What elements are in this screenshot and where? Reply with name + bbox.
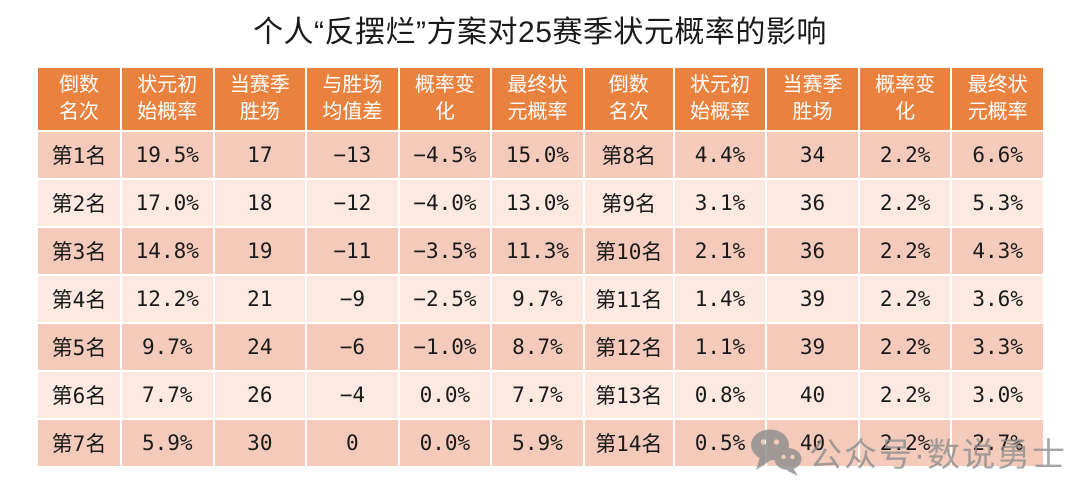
rank-cell: 第4名 (38, 276, 120, 322)
page-title: 个人“反摆烂”方案对25赛季状元概率的影响 (253, 16, 827, 49)
wins-cell: 18 (214, 180, 306, 226)
initial-prob-cell: 2.1% (674, 228, 766, 274)
rank-cell: 第12名 (584, 324, 673, 370)
rank-cell: 第13名 (584, 372, 673, 418)
prob-change-cell: 0.0% (399, 420, 491, 466)
table-row: 第4名 12.2% 21 −9 −2.5% 9.7% 第11名 1.4% 39 … (38, 276, 1043, 322)
prob-change-cell: 2.2% (859, 132, 951, 178)
final-prob-cell: 2.7% (952, 420, 1043, 466)
col-header-win-diff: 与胜场 均值差 (307, 68, 398, 130)
wins-cell: 30 (214, 420, 306, 466)
wins-cell: 17 (214, 132, 306, 178)
win-diff-cell: −4 (307, 372, 398, 418)
initial-prob-cell: 12.2% (122, 276, 213, 322)
prob-change-cell: −3.5% (399, 228, 491, 274)
wins-cell: 21 (214, 276, 306, 322)
initial-prob-cell: 9.7% (122, 324, 213, 370)
table-row: 第5名 9.7% 24 −6 −1.0% 8.7% 第12名 1.1% 39 2… (38, 324, 1043, 370)
rank-cell: 第7名 (38, 420, 120, 466)
initial-prob-cell: 5.9% (122, 420, 213, 466)
initial-prob-cell: 7.7% (122, 372, 213, 418)
final-prob-cell: 8.7% (492, 324, 583, 370)
rank-cell: 第11名 (584, 276, 673, 322)
wins-cell: 40 (767, 372, 858, 418)
rank-cell: 第14名 (584, 420, 673, 466)
col-header-wins: 当赛季 胜场 (214, 68, 306, 130)
col-header-rank-right: 倒数 名次 (584, 68, 673, 130)
col-header-initial-prob: 状元初 始概率 (122, 68, 213, 130)
wins-cell: 36 (767, 228, 858, 274)
rank-cell: 第2名 (38, 180, 120, 226)
final-prob-cell: 3.3% (952, 324, 1043, 370)
probability-table: 倒数 名次 状元初 始概率 当赛季 胜场 与胜场 均值差 概率变 化 最终状 元… (36, 66, 1045, 468)
wins-cell: 19 (214, 228, 306, 274)
final-prob-cell: 15.0% (492, 132, 583, 178)
initial-prob-cell: 4.4% (674, 132, 766, 178)
final-prob-cell: 9.7% (492, 276, 583, 322)
table-row: 第2名 17.0% 18 −12 −4.0% 13.0% 第9名 3.1% 36… (38, 180, 1043, 226)
win-diff-cell: −9 (307, 276, 398, 322)
prob-change-cell: 2.2% (859, 276, 951, 322)
wins-cell: 39 (767, 276, 858, 322)
table-row: 第3名 14.8% 19 −11 −3.5% 11.3% 第10名 2.1% 3… (38, 228, 1043, 274)
col-header-prob-change: 概率变 化 (399, 68, 491, 130)
prob-change-cell: −1.0% (399, 324, 491, 370)
prob-change-cell: 2.2% (859, 228, 951, 274)
wins-cell: 34 (767, 132, 858, 178)
rank-cell: 第10名 (584, 228, 673, 274)
initial-prob-cell: 0.5% (674, 420, 766, 466)
initial-prob-cell: 17.0% (122, 180, 213, 226)
final-prob-cell: 4.3% (952, 228, 1043, 274)
wins-cell: 24 (214, 324, 306, 370)
col-header-final-prob-right: 最终状 元概率 (952, 68, 1043, 130)
rank-cell: 第1名 (38, 132, 120, 178)
table-row: 第6名 7.7% 26 −4 0.0% 7.7% 第13名 0.8% 40 2.… (38, 372, 1043, 418)
prob-change-cell: −4.0% (399, 180, 491, 226)
win-diff-cell: −6 (307, 324, 398, 370)
win-diff-cell: −12 (307, 180, 398, 226)
col-header-prob-change-right: 概率变 化 (859, 68, 951, 130)
col-header-final-prob: 最终状 元概率 (492, 68, 583, 130)
final-prob-cell: 3.6% (952, 276, 1043, 322)
initial-prob-cell: 14.8% (122, 228, 213, 274)
final-prob-cell: 5.3% (952, 180, 1043, 226)
prob-change-cell: −2.5% (399, 276, 491, 322)
initial-prob-cell: 0.8% (674, 372, 766, 418)
initial-prob-cell: 1.1% (674, 324, 766, 370)
initial-prob-cell: 1.4% (674, 276, 766, 322)
col-header-wins-right: 当赛季 胜场 (767, 68, 858, 130)
rank-cell: 第6名 (38, 372, 120, 418)
win-diff-cell: −13 (307, 132, 398, 178)
prob-change-cell: 2.2% (859, 180, 951, 226)
final-prob-cell: 13.0% (492, 180, 583, 226)
col-header-initial-prob-right: 状元初 始概率 (674, 68, 766, 130)
rank-cell: 第3名 (38, 228, 120, 274)
final-prob-cell: 3.0% (952, 372, 1043, 418)
col-header-rank: 倒数 名次 (38, 68, 120, 130)
final-prob-cell: 6.6% (952, 132, 1043, 178)
wins-cell: 26 (214, 372, 306, 418)
final-prob-cell: 11.3% (492, 228, 583, 274)
prob-change-cell: −4.5% (399, 132, 491, 178)
prob-change-cell: 2.2% (859, 372, 951, 418)
prob-change-cell: 2.2% (859, 420, 951, 466)
wins-cell: 39 (767, 324, 858, 370)
table-row: 第1名 19.5% 17 −13 −4.5% 15.0% 第8名 4.4% 34… (38, 132, 1043, 178)
prob-change-cell: 0.0% (399, 372, 491, 418)
prob-change-cell: 2.2% (859, 324, 951, 370)
win-diff-cell: 0 (307, 420, 398, 466)
wins-cell: 40 (767, 420, 858, 466)
rank-cell: 第9名 (584, 180, 673, 226)
initial-prob-cell: 3.1% (674, 180, 766, 226)
rank-cell: 第8名 (584, 132, 673, 178)
header-row: 倒数 名次 状元初 始概率 当赛季 胜场 与胜场 均值差 概率变 化 最终状 元… (38, 68, 1043, 130)
final-prob-cell: 5.9% (492, 420, 583, 466)
wins-cell: 36 (767, 180, 858, 226)
initial-prob-cell: 19.5% (122, 132, 213, 178)
final-prob-cell: 7.7% (492, 372, 583, 418)
table-row: 第7名 5.9% 30 0 0.0% 5.9% 第14名 0.5% 40 2.2… (38, 420, 1043, 466)
win-diff-cell: −11 (307, 228, 398, 274)
rank-cell: 第5名 (38, 324, 120, 370)
